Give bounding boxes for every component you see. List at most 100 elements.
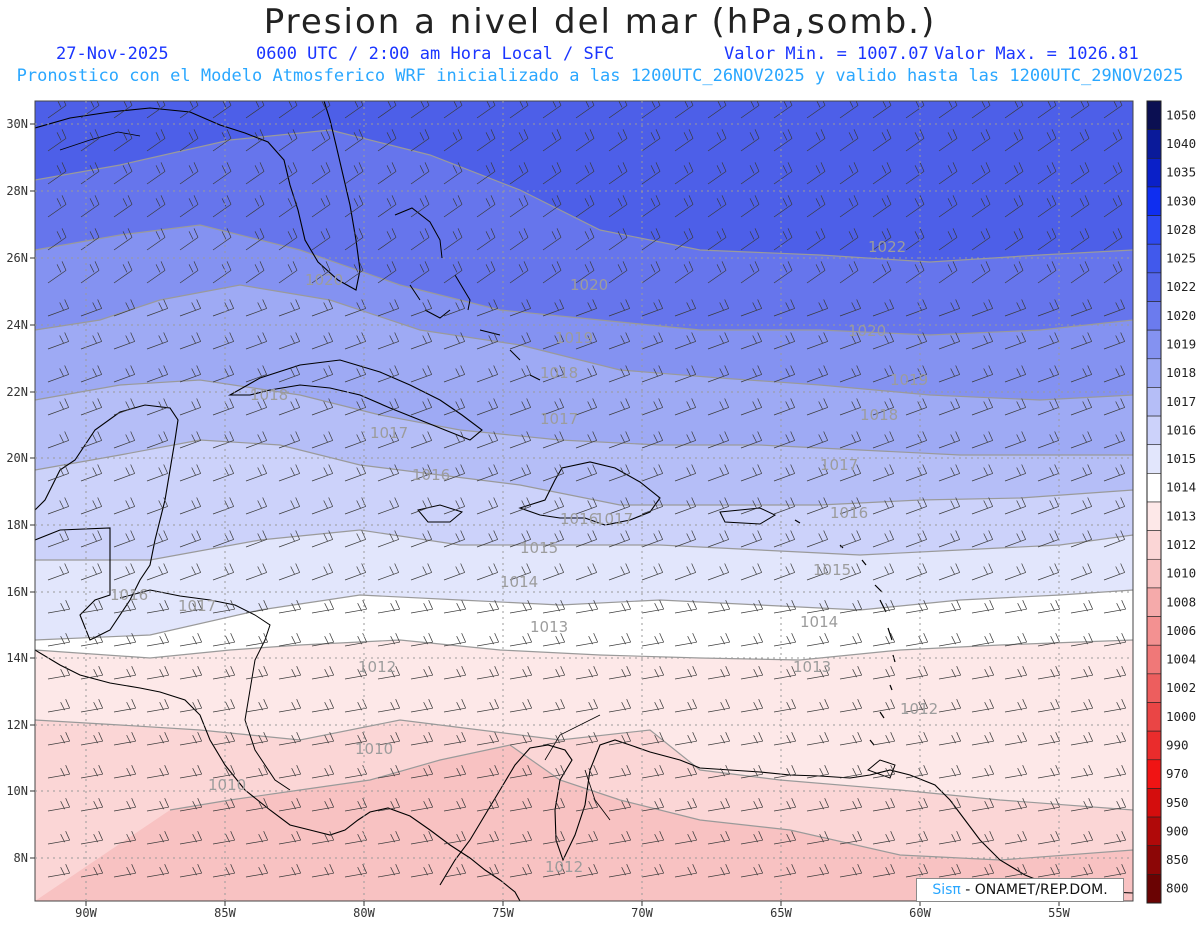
wind-barb xyxy=(971,773,994,779)
wind-barb xyxy=(641,806,664,812)
wind-barb-flag xyxy=(823,431,828,441)
wind-barb-flag xyxy=(419,231,425,240)
wind-barb-flag xyxy=(1054,365,1059,375)
wind-barb-flag xyxy=(63,101,67,106)
wind-barb-flag xyxy=(489,834,494,843)
wind-barb-flag xyxy=(325,261,331,271)
wind-barb-flag xyxy=(386,231,392,240)
wind-barb xyxy=(113,440,135,449)
wind-barb xyxy=(839,204,859,218)
colorbar-label: 1030 xyxy=(1166,193,1196,208)
wind-barb-flag xyxy=(65,633,70,643)
wind-barb xyxy=(542,839,565,845)
wind-barb-flag xyxy=(526,563,531,573)
wind-barb-flag xyxy=(890,831,895,841)
wind-barb-flag xyxy=(493,530,498,540)
wind-barb xyxy=(47,506,69,515)
wind-barb-flag xyxy=(593,864,598,874)
wind-barb xyxy=(212,740,235,746)
wind-barb-flag xyxy=(956,666,961,676)
wind-barb-flag xyxy=(824,666,829,676)
wind-barb xyxy=(938,539,960,548)
wind-barb-flag xyxy=(592,464,597,474)
wind-barb-flag xyxy=(683,264,689,273)
wind-barb-flag xyxy=(290,302,295,311)
wind-barb xyxy=(212,204,232,218)
wind-barb-flag xyxy=(686,401,691,410)
wind-barb xyxy=(740,806,763,812)
wind-barb xyxy=(476,674,499,680)
wind-barb xyxy=(575,270,595,284)
wind-barb xyxy=(311,341,333,350)
wind-barb-flag xyxy=(526,431,531,441)
wind-barb-flag xyxy=(394,332,399,342)
wind-barb xyxy=(608,806,631,812)
wind-barb-flag xyxy=(1082,368,1087,377)
wind-barb-flag xyxy=(325,228,331,238)
wind-barb-flag xyxy=(725,831,730,841)
wind-barb-flag xyxy=(922,332,927,342)
wind-barb xyxy=(806,872,829,878)
wind-barb-flag xyxy=(131,666,136,676)
wind-barb xyxy=(509,440,531,449)
wind-barb-flag xyxy=(757,464,762,474)
wind-barb xyxy=(905,674,928,680)
wind-barb xyxy=(113,773,136,779)
wind-barb-flag xyxy=(1079,264,1085,273)
wind-barb xyxy=(1070,204,1090,218)
wind-barb xyxy=(905,374,927,383)
wind-barb xyxy=(113,204,133,218)
wind-barb-flag xyxy=(257,566,262,575)
wind-barb xyxy=(443,806,466,812)
wind-barb-flag xyxy=(1121,798,1126,808)
wind-barb-flag xyxy=(130,530,135,540)
wind-barb-flag xyxy=(356,368,361,377)
wind-barb-flag xyxy=(362,732,367,742)
wind-barb xyxy=(212,641,235,647)
wind-barb-flag xyxy=(955,332,960,342)
wind-barb-flag xyxy=(914,132,920,141)
wind-barb xyxy=(47,341,69,350)
wind-barb-flag xyxy=(947,165,953,174)
wind-barb xyxy=(278,740,301,746)
isobar-label: 1016 xyxy=(412,466,450,484)
wind-barb-flag xyxy=(457,228,463,238)
wind-barb xyxy=(740,204,760,218)
wind-barb-flag xyxy=(457,195,463,205)
wind-barb xyxy=(674,374,696,383)
wind-barb-flag xyxy=(923,831,928,841)
wind-barb-flag xyxy=(655,129,661,139)
wind-barb xyxy=(740,572,762,581)
wind-barb-flag xyxy=(65,699,70,709)
wind-barb xyxy=(1103,872,1126,878)
wind-barb-flag xyxy=(353,231,359,240)
wind-barb xyxy=(938,839,961,845)
wind-barb-flag xyxy=(591,101,595,106)
wind-barb xyxy=(608,237,628,251)
wind-barb-flag xyxy=(951,834,956,843)
wind-barb-flag xyxy=(126,867,131,876)
wind-barb xyxy=(1103,806,1126,812)
wind-barb-flag xyxy=(659,831,664,841)
wind-barb xyxy=(1103,608,1126,614)
wind-barb-flag xyxy=(758,699,763,709)
wind-barb xyxy=(476,105,496,119)
wind-barb xyxy=(146,641,169,647)
isobar-label: 1012 xyxy=(900,700,938,718)
wind-barb-flag xyxy=(1082,500,1087,509)
wind-barb xyxy=(938,806,961,812)
wind-barb-flag xyxy=(884,401,889,410)
wind-barb-flag xyxy=(1087,431,1092,441)
wind-barb-flag xyxy=(1049,401,1054,410)
wind-barb-flag xyxy=(390,603,395,612)
colorbar-label: 1015 xyxy=(1166,451,1196,466)
isobar-label: 1014 xyxy=(500,573,538,591)
wind-barb-flag xyxy=(588,603,593,612)
wind-barb-flag xyxy=(358,261,364,271)
isobar-6 xyxy=(35,589,1133,641)
wind-barb-flag xyxy=(122,165,128,174)
wind-barb xyxy=(575,105,595,119)
wind-barb xyxy=(1037,204,1057,218)
wind-barb-flag xyxy=(725,699,730,709)
wind-barb-flag xyxy=(852,801,857,810)
